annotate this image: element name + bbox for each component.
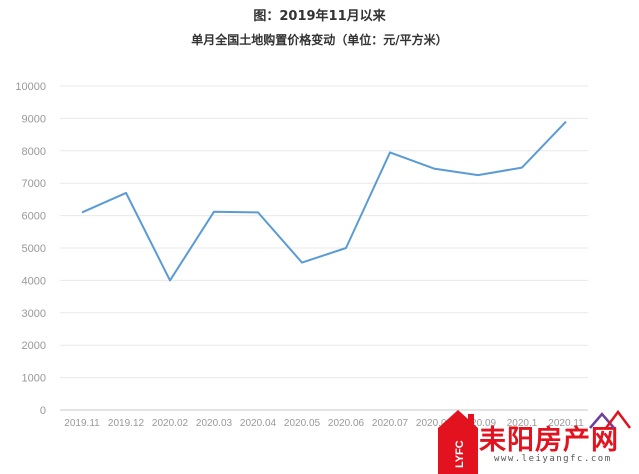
y-tick-label: 1000 [22,373,46,385]
x-tick-label: 2020.09 [460,418,497,429]
series-layer [81,120,567,282]
x-tick-label: 2020.02 [152,418,189,429]
x-tick-label: 2020.11 [548,418,584,429]
y-tick-label: 10000 [15,81,46,93]
watermark-url: www.leiyangfc.com [494,454,612,464]
y-tick-label: 3000 [22,308,46,320]
y-tick-label: 2000 [22,340,46,352]
y-tick-label: 9000 [22,113,46,125]
series-line [81,120,567,282]
x-tick-label: 2020.1 [507,418,538,429]
x-tick-label: 2019.11 [64,418,100,429]
x-tick-label: 2020.08 [416,418,453,429]
watermark-logo-text: LYFC [454,440,466,468]
x-tick-label: 2019.12 [108,418,145,429]
y-tick-label: 0 [40,405,46,417]
x-tick-label: 2020.07 [372,418,409,429]
x-tick-label: 2020.05 [284,418,321,429]
roof-icon [589,409,631,429]
y-tick-label: 7000 [22,178,46,190]
y-tick-label: 4000 [22,275,46,287]
y-tick-label: 5000 [22,243,46,255]
chart-title: 图：2019年11月以来 [253,9,386,24]
y-tick-label: 8000 [22,146,46,158]
y-axis-tick-labels: 0 1000 2000 3000 4000 5000 6000 7000 8000 9000 100… [15,81,46,417]
watermark-site-name: 耒阳房产网 [479,425,619,456]
chart-subtitle: 单月全国土地购置价格变动（单位：元/平方米） [191,33,448,47]
y-tick-label: 6000 [22,211,46,223]
house-logo-icon: LYFC [438,410,478,474]
x-tick-label: 2020.06 [328,418,365,429]
x-tick-label: 2020.03 [196,418,233,429]
x-axis-tick-labels: 2019.11 2019.12 2020.02 2020.03 2020.04 2020.… [64,418,584,429]
x-tick-label: 2020.04 [240,418,277,429]
grid-lines [60,85,588,411]
